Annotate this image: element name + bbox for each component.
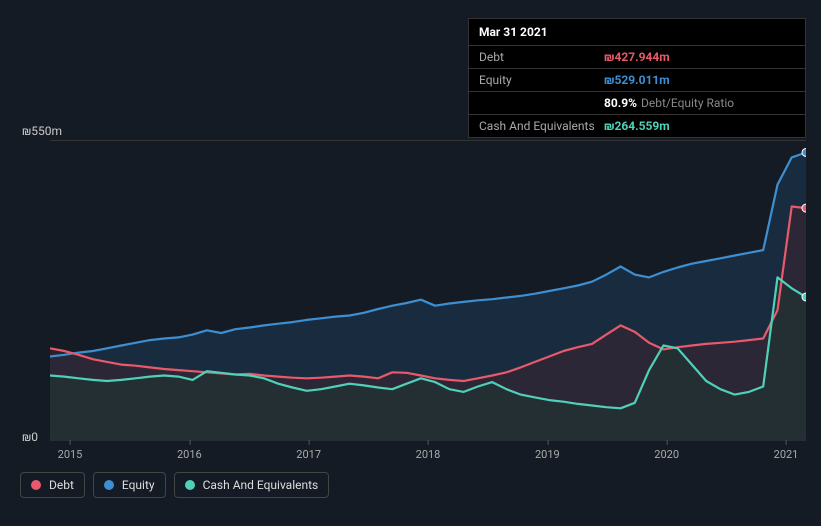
x-tick: 2018 bbox=[416, 448, 441, 461]
plot-area bbox=[50, 140, 806, 440]
legend-label: Cash And Equivalents bbox=[203, 478, 319, 492]
tooltip-row-value: ₪427.944m bbox=[604, 50, 670, 64]
legend-item-cash-and-equivalents[interactable]: Cash And Equivalents bbox=[174, 472, 330, 498]
legend-label: Equity bbox=[122, 478, 155, 492]
series-end-marker-cash-and-equivalents bbox=[802, 293, 806, 301]
legend-item-equity[interactable]: Equity bbox=[93, 472, 166, 498]
legend-dot-icon bbox=[104, 480, 114, 490]
y-axis-min-label: ₪0 bbox=[22, 430, 38, 444]
legend-item-debt[interactable]: Debt bbox=[20, 472, 85, 498]
x-tick: 2021 bbox=[774, 448, 799, 461]
tooltip-row: Equity₪529.011m bbox=[469, 69, 805, 92]
chart-legend: Debt Equity Cash And Equivalents bbox=[20, 472, 329, 498]
tooltip-row-value: ₪529.011m bbox=[604, 73, 670, 87]
x-tick: 2016 bbox=[177, 448, 202, 461]
x-tick: 2015 bbox=[58, 448, 83, 461]
y-axis-max-label: ₪550m bbox=[22, 124, 62, 138]
tooltip-row: Debt₪427.944m bbox=[469, 46, 805, 69]
tooltip-row-value: 80.9%Debt/Equity Ratio bbox=[604, 96, 734, 110]
tooltip-row-label bbox=[479, 96, 604, 110]
series-end-marker-equity bbox=[802, 148, 806, 156]
legend-label: Debt bbox=[49, 478, 74, 492]
x-tick: 2017 bbox=[296, 448, 321, 461]
tooltip-row-suffix: Debt/Equity Ratio bbox=[641, 96, 734, 110]
tooltip-row-label: Debt bbox=[479, 50, 604, 64]
legend-dot-icon bbox=[31, 480, 41, 490]
tooltip-date: Mar 31 2021 bbox=[469, 19, 805, 46]
x-tick: 2019 bbox=[535, 448, 560, 461]
legend-dot-icon bbox=[185, 480, 195, 490]
x-tick: 2020 bbox=[654, 448, 679, 461]
tooltip-row-label: Equity bbox=[479, 73, 604, 87]
debt-equity-chart: ₪550m ₪0 2015 2016 2017 2018 2019 2020 2021 De… bbox=[16, 110, 806, 510]
x-axis: 2015 2016 2017 2018 2019 2020 2021 bbox=[50, 444, 806, 464]
series-end-marker-debt bbox=[802, 204, 806, 212]
